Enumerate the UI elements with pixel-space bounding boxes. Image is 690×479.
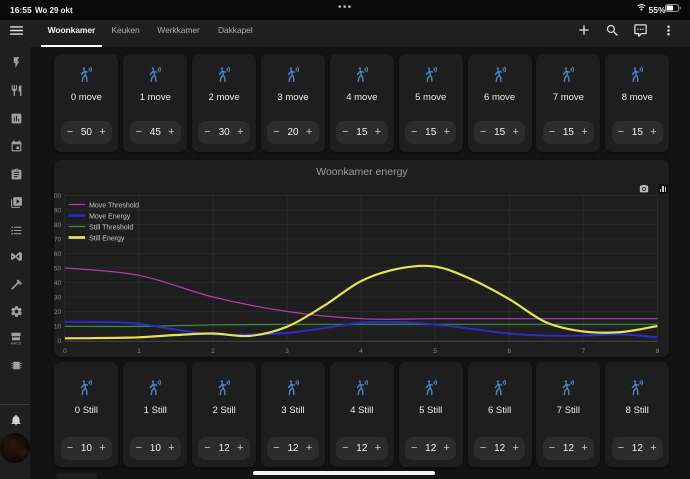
svg-text:8: 8 bbox=[656, 347, 660, 354]
svg-text:60: 60 bbox=[54, 250, 61, 257]
svg-text:50: 50 bbox=[54, 265, 61, 272]
svg-text:80: 80 bbox=[54, 221, 61, 228]
svg-text:3: 3 bbox=[286, 347, 290, 354]
svg-text:30: 30 bbox=[54, 294, 61, 301]
svg-text:Still Threshold: Still Threshold bbox=[89, 224, 133, 231]
svg-text:40: 40 bbox=[54, 279, 61, 286]
svg-text:Move Threshold: Move Threshold bbox=[89, 202, 139, 209]
svg-text:7: 7 bbox=[582, 347, 586, 354]
svg-text:1: 1 bbox=[138, 347, 142, 354]
svg-text:100: 100 bbox=[54, 192, 61, 199]
svg-text:20: 20 bbox=[54, 308, 61, 315]
svg-text:5: 5 bbox=[434, 347, 438, 354]
svg-text:6: 6 bbox=[508, 347, 512, 354]
svg-text:0: 0 bbox=[58, 337, 62, 344]
svg-text:Still Energy: Still Energy bbox=[89, 235, 125, 242]
svg-text:4: 4 bbox=[360, 347, 364, 354]
svg-text:Move Energy: Move Energy bbox=[89, 213, 131, 220]
svg-text:2: 2 bbox=[212, 347, 216, 354]
svg-text:0: 0 bbox=[63, 347, 67, 354]
svg-text:10: 10 bbox=[54, 323, 61, 330]
svg-text:70: 70 bbox=[54, 236, 61, 243]
svg-text:90: 90 bbox=[54, 207, 61, 214]
svg-text:HACS: HACS bbox=[11, 342, 22, 346]
